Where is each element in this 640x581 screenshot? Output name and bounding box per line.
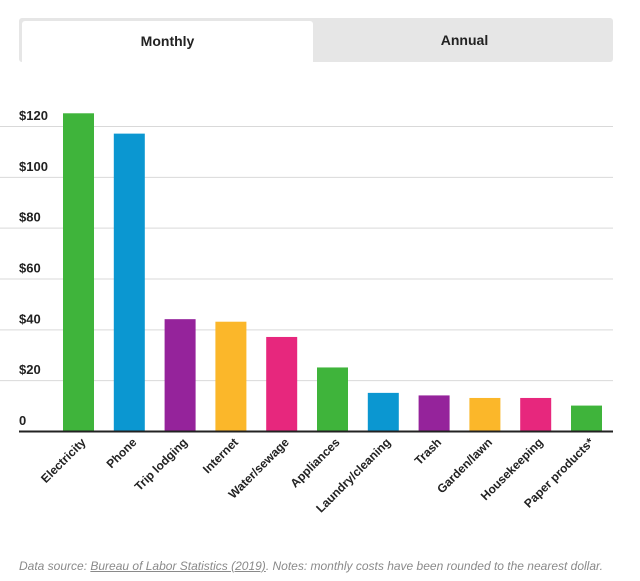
footnote: Data source: Bureau of Labor Statistics … bbox=[19, 559, 603, 573]
bar-appliances bbox=[317, 367, 348, 431]
bar-laundry-cleaning bbox=[367, 392, 399, 431]
bar-chart: 0 $20 $40 $60 $80 $100 $120 Electricity PhoneTri… bbox=[0, 108, 613, 515]
source-link[interactable]: Bureau of Labor Statistics (2019) bbox=[90, 559, 266, 573]
footnote-prefix: Data source: bbox=[19, 559, 91, 573]
x-tick-label: Trash bbox=[412, 435, 445, 468]
bar-trip-lodging bbox=[164, 319, 196, 431]
y-tick-label: $40 bbox=[19, 311, 41, 326]
y-tick-label: $80 bbox=[19, 210, 41, 225]
bar-paper-products bbox=[571, 405, 602, 431]
x-tick-label: Trip lodging bbox=[132, 435, 190, 493]
tab-monthly[interactable]: Monthly bbox=[22, 21, 313, 62]
bar-internet bbox=[215, 321, 247, 431]
y-tick-label: $100 bbox=[19, 159, 48, 174]
bar-garden-lawn bbox=[469, 397, 501, 431]
y-tick-label: $60 bbox=[19, 260, 41, 275]
bar-phone bbox=[113, 133, 145, 431]
x-tick-label: Phone bbox=[104, 435, 140, 471]
x-tick-label: Electricity bbox=[38, 435, 89, 486]
bar-water-sewage bbox=[266, 336, 298, 431]
y-tick-label: $20 bbox=[19, 362, 41, 377]
x-tick-label: Appliances bbox=[287, 435, 342, 490]
y-tick-label: $120 bbox=[19, 108, 48, 123]
footnote-suffix: . Notes: monthly costs have been rounded… bbox=[265, 559, 603, 573]
y-tick-label: 0 bbox=[19, 413, 26, 428]
tab-annual[interactable]: Annual bbox=[440, 32, 489, 48]
bar-housekeeping bbox=[520, 397, 552, 431]
bar-electricity bbox=[63, 113, 94, 431]
period-tabs: Monthly Annual bbox=[19, 18, 613, 62]
x-tick-label: Internet bbox=[200, 435, 241, 476]
bar-trash bbox=[418, 395, 450, 431]
